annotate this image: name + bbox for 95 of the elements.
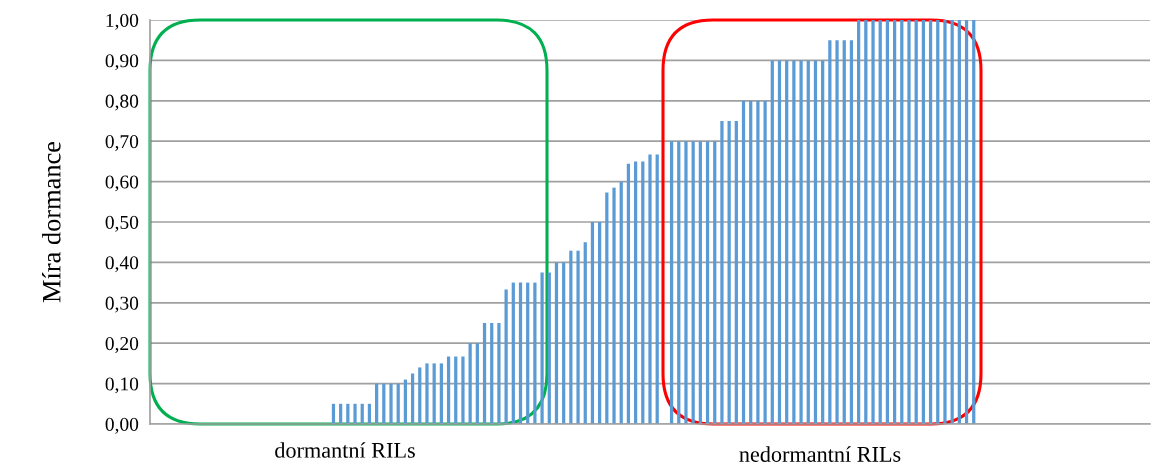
bar (885, 20, 890, 424)
bar (828, 40, 832, 424)
bar (943, 20, 947, 424)
y-tick-label: 0,40 (105, 256, 139, 273)
bar (648, 154, 652, 424)
y-tick-label: 0,30 (105, 296, 139, 313)
bar (353, 403, 357, 424)
bar (490, 323, 494, 424)
bar (633, 161, 638, 424)
y-tick-label: 0,60 (105, 175, 139, 192)
bar (713, 141, 717, 424)
bar (612, 187, 616, 424)
bar (792, 60, 796, 424)
bar (446, 356, 451, 424)
bar (691, 141, 695, 424)
bar (475, 343, 479, 424)
bar (864, 20, 868, 424)
bar (562, 262, 566, 424)
bar (756, 100, 760, 424)
bar (950, 20, 954, 424)
bar (972, 20, 976, 424)
bar (518, 282, 523, 424)
bar (799, 60, 803, 424)
bar (619, 181, 623, 424)
bar (655, 154, 659, 424)
bar (598, 222, 602, 424)
bar (727, 121, 731, 424)
bar (806, 60, 810, 424)
bar (590, 222, 595, 424)
bar (554, 262, 559, 424)
bar (842, 40, 846, 424)
bar (785, 60, 789, 424)
y-tick-label: 0,00 (105, 417, 139, 434)
bar (964, 20, 969, 424)
bar (928, 20, 933, 424)
bar (957, 20, 961, 424)
bar (734, 121, 738, 424)
text: dormantní RILs (275, 442, 415, 458)
bar (504, 289, 508, 424)
y-axis-title: Míra dormance (42, 141, 61, 303)
bar (641, 161, 645, 424)
bar (461, 356, 465, 424)
bar (403, 379, 408, 424)
bar (684, 141, 688, 424)
bar (482, 323, 487, 424)
bar (677, 141, 681, 424)
bar (821, 60, 825, 424)
y-tick-label: 0,70 (105, 135, 139, 151)
bar (583, 242, 587, 424)
bar (425, 363, 429, 424)
y-tick-label: 0,20 (105, 337, 139, 353)
bar (878, 20, 882, 424)
bar (763, 100, 767, 424)
bar (921, 20, 925, 424)
bar (698, 141, 702, 424)
bar (511, 282, 515, 424)
y-tick-label: 0,80 (105, 94, 139, 111)
y-tick-label: 0,10 (105, 377, 139, 394)
bar (849, 40, 854, 424)
bar (669, 141, 674, 424)
bar (720, 121, 724, 424)
y-tick-label: 0,50 (105, 215, 139, 232)
bar (871, 20, 875, 424)
bar (936, 20, 940, 424)
bar (749, 100, 753, 424)
bar (892, 20, 897, 424)
bar (547, 272, 551, 424)
bar (497, 323, 501, 424)
bar (900, 20, 904, 424)
bar (454, 356, 458, 424)
bar (418, 367, 422, 424)
bar (576, 250, 580, 424)
bar (526, 282, 530, 424)
bar (569, 250, 573, 424)
text: nedormantní RILs (739, 446, 901, 462)
bar (410, 373, 415, 424)
bar (907, 20, 911, 424)
bar (770, 60, 774, 424)
bar (813, 60, 818, 424)
bar (741, 100, 746, 424)
bar (914, 20, 918, 424)
bar (468, 343, 472, 424)
bar (705, 141, 710, 424)
bar (439, 363, 443, 424)
bar (533, 282, 537, 424)
bar (389, 383, 393, 424)
bar (626, 163, 631, 424)
y-tick-label: 1,00 (106, 13, 139, 30)
bar (835, 40, 839, 424)
bar (540, 272, 544, 424)
bar (857, 20, 861, 424)
bar (432, 363, 436, 424)
bar (605, 192, 609, 424)
bar (777, 60, 782, 424)
y-tick-label: 0,90 (105, 54, 139, 71)
